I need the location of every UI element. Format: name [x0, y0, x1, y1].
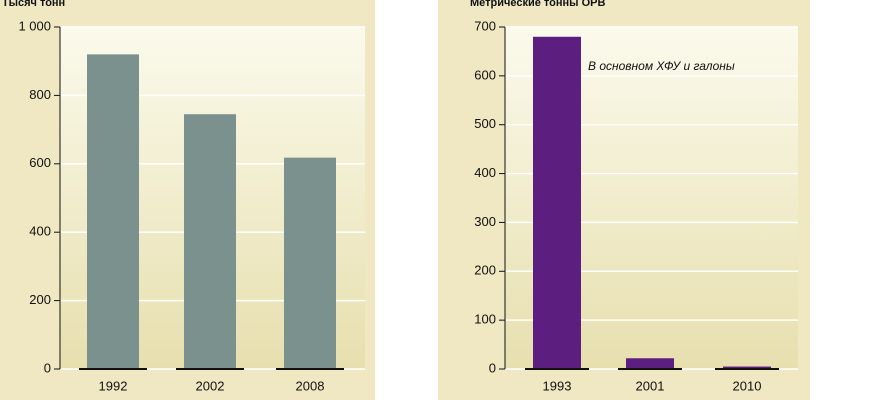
y-tick-label: 200 — [29, 292, 51, 307]
y-tick-label: 700 — [474, 18, 496, 33]
x-tick-label: 2010 — [733, 378, 762, 393]
y-tick-label: 600 — [29, 155, 51, 170]
bar — [626, 358, 674, 369]
chart-title: Метрические тонны ОРВ — [470, 0, 606, 9]
bar — [533, 36, 581, 370]
y-tick-label: 400 — [474, 165, 496, 180]
bar — [723, 366, 771, 369]
y-tick-label: 200 — [474, 263, 496, 278]
y-tick-label: 100 — [474, 312, 496, 327]
y-tick-label: 0 — [489, 360, 496, 375]
y-tick-label: 300 — [474, 214, 496, 229]
y-tick-label: 800 — [29, 87, 51, 102]
y-tick-label: 0 — [44, 360, 51, 375]
x-tick-label: 2002 — [196, 378, 225, 393]
x-tick-label: 2008 — [296, 378, 325, 393]
bar — [87, 54, 139, 370]
annotation: В основном ХФУ и галоны — [588, 59, 735, 73]
bar — [184, 114, 236, 370]
x-tick-label: 1992 — [99, 378, 128, 393]
x-tick-label: 1993 — [543, 378, 572, 393]
chart-title: Тысяч тонн — [2, 0, 65, 9]
y-tick-label: 500 — [474, 116, 496, 131]
y-tick-label: 600 — [474, 67, 496, 82]
x-tick-label: 2001 — [636, 378, 665, 393]
bar — [284, 157, 336, 369]
y-tick-label: 400 — [29, 224, 51, 239]
y-tick-label: 1 000 — [18, 18, 51, 33]
